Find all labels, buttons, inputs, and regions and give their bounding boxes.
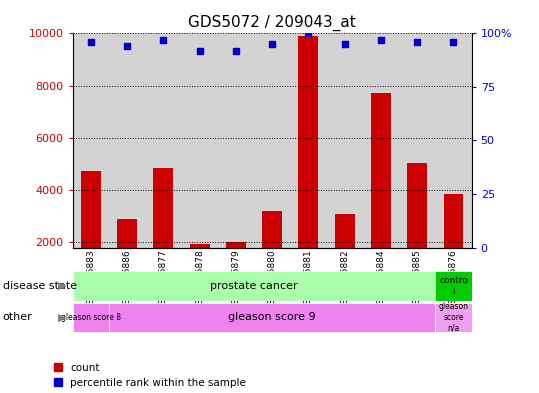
Point xyxy=(159,37,168,43)
Bar xyxy=(81,171,101,295)
Text: gleason score 9: gleason score 9 xyxy=(229,312,316,322)
Text: ▶: ▶ xyxy=(58,312,67,322)
Text: gleason score 8: gleason score 8 xyxy=(61,313,121,322)
Point xyxy=(87,39,95,45)
Text: ▶: ▶ xyxy=(58,281,67,291)
Bar xyxy=(436,303,472,332)
Point xyxy=(123,43,132,50)
Point xyxy=(232,48,240,54)
Text: prostate cancer: prostate cancer xyxy=(210,281,298,291)
Bar xyxy=(436,271,472,301)
Text: contro
l: contro l xyxy=(439,276,468,296)
Bar xyxy=(371,94,391,295)
Text: disease state: disease state xyxy=(3,281,77,291)
Bar xyxy=(190,244,210,295)
Bar xyxy=(299,36,319,295)
Bar xyxy=(444,194,464,295)
Point xyxy=(304,30,313,37)
Bar xyxy=(335,214,355,295)
Bar xyxy=(226,242,246,295)
Point xyxy=(341,41,349,47)
Bar xyxy=(154,168,174,295)
Bar xyxy=(262,211,282,295)
Legend: count, percentile rank within the sample: count, percentile rank within the sample xyxy=(54,363,246,388)
Title: GDS5072 / 209043_at: GDS5072 / 209043_at xyxy=(188,15,356,31)
Point xyxy=(377,37,385,43)
Bar xyxy=(407,163,427,295)
Point xyxy=(195,48,204,54)
Bar xyxy=(109,303,436,332)
Bar xyxy=(73,303,109,332)
Text: gleason
score
n/a: gleason score n/a xyxy=(439,303,468,332)
Text: other: other xyxy=(3,312,32,322)
Point xyxy=(268,41,277,47)
Bar xyxy=(117,219,137,295)
Point xyxy=(413,39,421,45)
Point xyxy=(449,39,458,45)
